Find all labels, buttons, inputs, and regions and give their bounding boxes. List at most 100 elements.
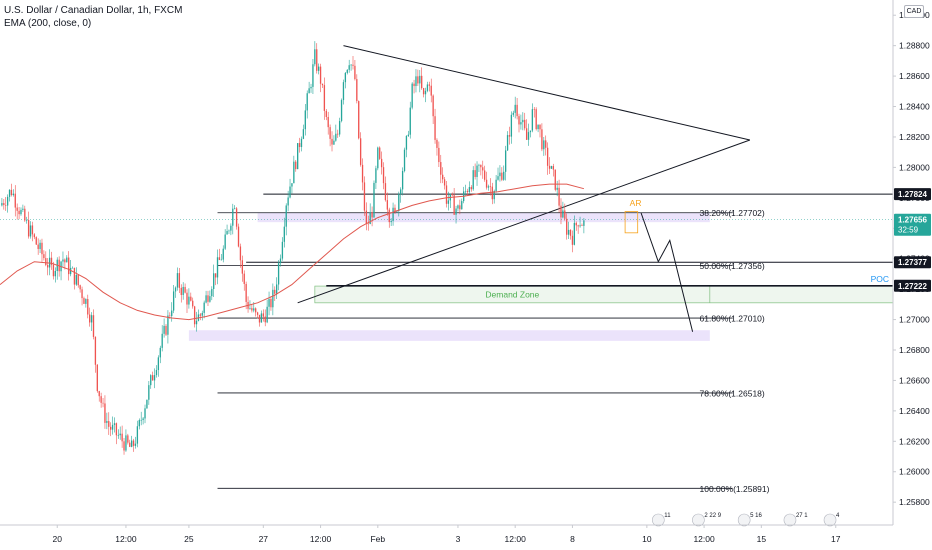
candle-body (213, 273, 215, 290)
candle-body (129, 442, 131, 447)
candle-body (159, 347, 161, 358)
candle-body (151, 375, 154, 381)
candle-body (545, 140, 547, 148)
candle-body (62, 259, 64, 262)
candle-body (192, 300, 194, 307)
x-tick-label: 15 (757, 534, 767, 544)
candle-body (304, 110, 306, 130)
candle-body (443, 179, 446, 186)
fib-level-label: 38.20%(1.27702) (700, 208, 765, 218)
candle-body (10, 189, 13, 196)
candle-body (466, 190, 469, 193)
candle-body (436, 139, 438, 148)
candle-body (276, 284, 278, 294)
candle-body (281, 241, 284, 259)
candle-body (392, 207, 394, 221)
candle-body (363, 182, 366, 211)
candle-body (327, 116, 329, 128)
candle-body (434, 116, 436, 140)
candle-body (130, 440, 133, 447)
candle-body (459, 205, 461, 210)
candle-body (430, 85, 432, 96)
candle-body (102, 402, 104, 404)
candle-body (384, 183, 387, 201)
candle-body (232, 208, 234, 226)
candle-body (539, 124, 541, 130)
candle-body (483, 170, 486, 180)
candle-body (361, 164, 364, 183)
candle-body (150, 375, 152, 386)
poc-label: POC (871, 274, 889, 284)
ema-layer (0, 183, 585, 321)
x-tick-label: 12:00 (310, 534, 332, 544)
ema-indicator-label[interactable]: EMA (200, close, 0) (4, 18, 92, 29)
candle-body (87, 299, 89, 315)
candle-body (83, 298, 85, 304)
ar-label: AR (630, 198, 642, 208)
candle-body (104, 403, 106, 423)
x-tick-label: 17 (831, 534, 841, 544)
candle-body (237, 226, 240, 247)
candle-body (71, 267, 74, 269)
annotation-text-layer: 38.20%(1.27702) 50.00%(1.27356) 61.80%(1.2… (485, 198, 889, 527)
candle-body (3, 203, 5, 206)
fib-level-label: 61.80%(1.27010) (700, 314, 765, 324)
candle-body (228, 230, 230, 232)
candle-body (508, 135, 511, 137)
supply-zone-1 (188, 330, 710, 341)
candle-body (199, 314, 202, 316)
candle-body (110, 426, 112, 430)
y-tick-label: 1.28600 (899, 71, 930, 81)
candle-body (90, 315, 93, 323)
symbol-title[interactable]: U.S. Dollar / Canadian Dollar, 1h, FXCM (4, 5, 183, 16)
y-tick-label: 1.25800 (899, 497, 930, 507)
economic-event-count: 2 22 9 (704, 513, 721, 519)
price-level-tag-label: 1.27824 (898, 190, 927, 199)
candle-body (100, 396, 102, 403)
candle-body (541, 129, 543, 150)
candle-body (413, 83, 415, 87)
y-tick-label: 1.28000 (899, 162, 930, 172)
candle-body (258, 314, 261, 323)
candle-body (121, 433, 123, 442)
candle-body (314, 49, 316, 65)
candle-body (356, 79, 358, 102)
candle-body (548, 165, 551, 169)
economic-event-icon (692, 513, 705, 527)
candle-body (560, 205, 562, 218)
candle-body (316, 49, 318, 71)
candle-body (279, 258, 282, 264)
candle-body (98, 391, 100, 397)
triangle-upper-line (343, 45, 751, 141)
candle-body (506, 135, 509, 151)
currency-button[interactable]: CAD (904, 5, 924, 18)
candle-body (45, 258, 47, 266)
candle-body (455, 208, 457, 215)
x-tick-label: 20 (53, 534, 63, 544)
candle-body (398, 194, 400, 212)
y-tick-label: 1.28400 (899, 102, 930, 112)
candle-body (184, 286, 186, 293)
candle-body (115, 423, 118, 436)
candle-body (69, 267, 72, 275)
candles-layer (1, 41, 585, 455)
candle-body (39, 242, 41, 249)
candle-body (470, 187, 472, 190)
candle-body (365, 210, 368, 224)
candle-body (457, 205, 459, 209)
candle-body (428, 84, 430, 86)
candle-body (224, 234, 226, 249)
candle-body (43, 254, 45, 259)
candle-body (493, 190, 495, 200)
candle-body (108, 421, 110, 427)
candle-body (64, 259, 66, 263)
candle-body (163, 325, 165, 334)
candle-body (482, 167, 484, 171)
x-tick-label: 25 (184, 534, 194, 544)
candle-body (153, 375, 156, 381)
candle-body (478, 164, 480, 166)
x-tick-label: 10 (642, 534, 652, 544)
candle-body (476, 165, 478, 177)
